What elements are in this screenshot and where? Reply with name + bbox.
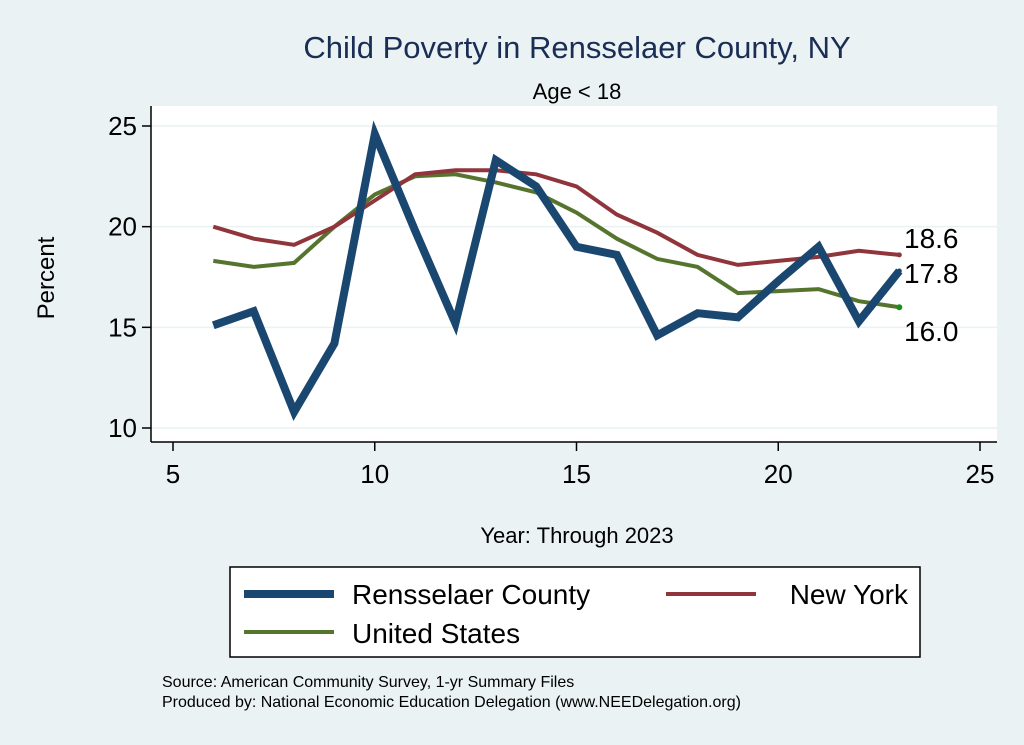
chart-title: Child Poverty in Rensselaer County, NY [303, 30, 850, 65]
legend-box [229, 566, 921, 658]
series-line-united-states [213, 172, 900, 310]
x-tick-label-15: 15 [562, 459, 591, 489]
series-line-rensselaer-county [211, 120, 903, 421]
y-tick-label-20: 20 [108, 212, 137, 242]
source-note: Source: American Community Survey, 1-yr … [162, 674, 574, 691]
y-tick-label-15: 15 [108, 312, 137, 342]
end-point-rensselaer-county [896, 268, 902, 274]
end-label-rensselaer-county: 17.8 [904, 258, 959, 289]
end-point-new-york [896, 252, 902, 258]
plot-area [151, 106, 997, 442]
axes [150, 106, 997, 443]
x-tick-label-10: 10 [360, 459, 389, 489]
y-tick-label-10: 10 [108, 413, 137, 443]
series-line-new-york [212, 168, 900, 267]
x-tick-label-5: 5 [166, 459, 180, 489]
end-label-united-states: 16.0 [904, 316, 959, 347]
legend-label-new-york: New York [790, 579, 909, 610]
gridlines [151, 125, 997, 429]
x-axis-label: Year: Through 2023 [480, 523, 673, 548]
x-tick-label-25: 25 [966, 459, 995, 489]
produced-by-note: Produced by: National Economic Education… [162, 694, 741, 711]
ticks: 10 15 20 25 5 10 15 20 25 [108, 111, 994, 489]
chart-subtitle: Age < 18 [533, 79, 622, 104]
y-tick-label-25: 25 [108, 111, 137, 141]
end-label-new-york: 18.6 [904, 223, 959, 254]
series-lines [211, 120, 903, 421]
legend-label-rensselaer-county: Rensselaer County [352, 579, 590, 610]
legend-label-united-states: United States [352, 618, 520, 649]
y-axis-label: Percent [33, 236, 60, 319]
end-point-united-states [896, 304, 903, 311]
legend: Rensselaer County New York United States [229, 566, 921, 658]
x-tick-label-20: 20 [764, 459, 793, 489]
end-labels: 18.6 17.8 16.0 [904, 223, 959, 347]
